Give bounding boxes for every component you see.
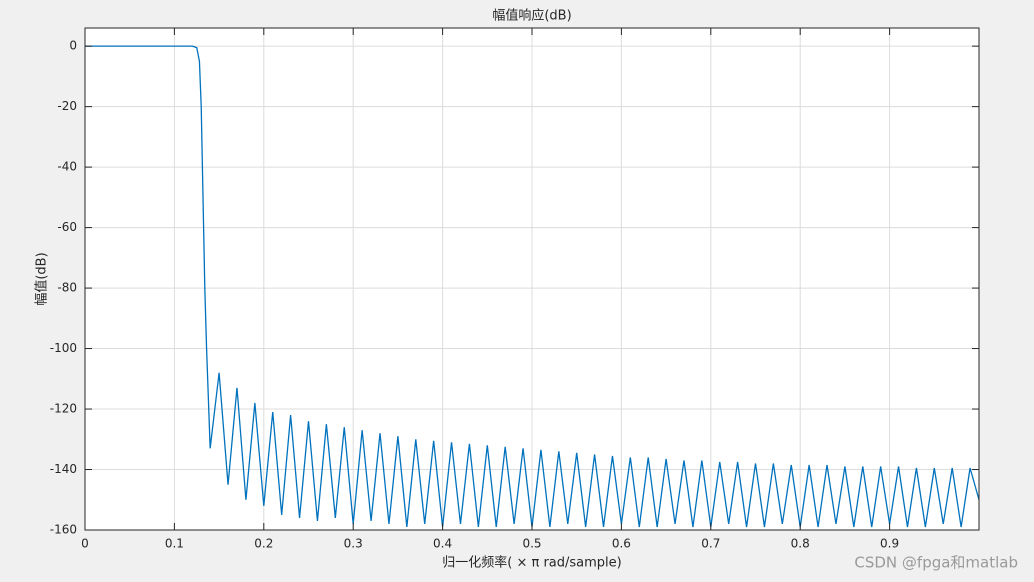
x-tick-label: 0.7 <box>701 537 720 551</box>
y-tick-label: -160 <box>50 523 77 537</box>
y-tick-label: -100 <box>50 341 77 355</box>
y-tick-label: -120 <box>50 402 77 416</box>
response-line <box>85 45 979 528</box>
x-tick-label: 0.3 <box>344 537 363 551</box>
chart-title: 幅值响应(dB) <box>492 8 571 24</box>
y-tick-label: -60 <box>57 220 77 234</box>
y-tick-label: -80 <box>57 281 77 295</box>
y-tick-label: -140 <box>50 462 77 476</box>
y-axis-label: 幅值(dB) <box>34 252 50 305</box>
x-tick-label: 0.8 <box>791 537 810 551</box>
x-tick-label: 0.1 <box>165 537 184 551</box>
y-tick-label: 0 <box>69 39 77 53</box>
watermark: CSDN @fpga和matlab <box>854 554 1018 572</box>
x-tick-label: 0.9 <box>880 537 899 551</box>
x-tick-label: 0.5 <box>522 537 541 551</box>
x-tick-label: 0.4 <box>433 537 452 551</box>
y-tick-label: -20 <box>57 99 77 113</box>
x-tick-label: 0.6 <box>612 537 631 551</box>
x-tick-label: 0 <box>81 537 89 551</box>
x-tick-label: 0.2 <box>254 537 273 551</box>
y-tick-label: -40 <box>57 160 77 174</box>
x-axis-label: 归一化频率( × π rad/sample) <box>442 555 621 571</box>
